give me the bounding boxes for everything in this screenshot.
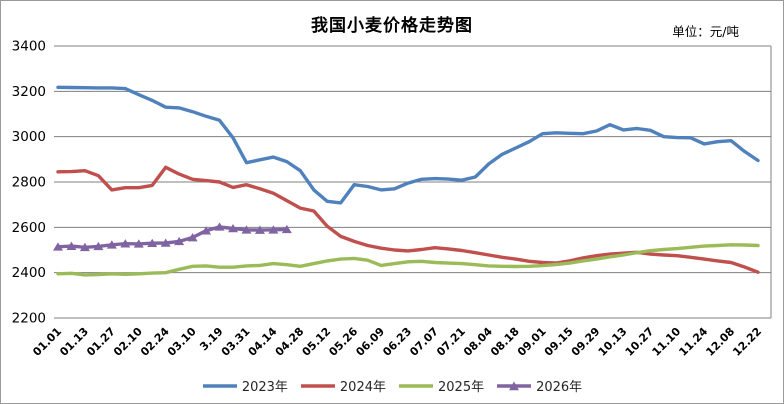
legend-item-2023年: 2023年	[202, 376, 288, 395]
y-axis-tick-label: 2200	[12, 311, 46, 327]
triangle-marker	[268, 225, 279, 234]
triangle-marker	[93, 241, 104, 251]
y-axis-tick-label: 2600	[12, 220, 46, 236]
x-axis-tick-label: 01.13	[57, 325, 91, 359]
legend-label: 2024年	[339, 380, 386, 395]
x-axis-tick-label: 11.24	[676, 325, 710, 359]
x-axis-tick-label: 06.23	[380, 325, 414, 359]
legend-label: 2026年	[536, 380, 583, 395]
x-axis-tick-label: 02.10	[111, 325, 145, 359]
triangle-marker	[106, 240, 117, 249]
x-axis-tick-label: 09.15	[542, 325, 576, 359]
series-line-2026年	[56, 225, 289, 250]
x-axis-tick-label: 06.09	[353, 325, 387, 359]
legend-item-2026年: 2026年	[496, 376, 582, 395]
x-axis-tick-label: 12.22	[730, 325, 764, 359]
series-line-2023年	[56, 85, 760, 205]
legend-label: 2023年	[241, 380, 288, 395]
y-axis-tick-label: 3400	[12, 39, 46, 55]
triangle-marker	[66, 241, 77, 250]
y-axis-tick-label: 3200	[12, 84, 46, 100]
triangle-marker	[133, 239, 144, 248]
legend-swatch	[202, 383, 237, 388]
triangle-marker	[201, 226, 212, 235]
legend-swatch	[497, 381, 532, 390]
x-axis-tick-label: 08.04	[461, 325, 495, 359]
x-axis-tick-label: 09.29	[569, 325, 603, 359]
triangle-marker	[174, 236, 185, 246]
chart-title: 我国小麦价格走势图	[311, 16, 473, 36]
triangle-marker	[254, 225, 265, 234]
legend-swatch	[300, 383, 335, 388]
x-axis-tick-label: 01.27	[84, 325, 118, 359]
x-axis-tick-label: 02.24	[138, 325, 172, 359]
triangle-marker	[241, 225, 252, 234]
x-axis-tick-label: 10.27	[623, 325, 657, 359]
triangle-marker	[187, 233, 198, 242]
y-axis-tick-label: 2400	[12, 265, 46, 281]
chart-legend: 2023年 2024年 2025年 2026年	[1, 376, 783, 395]
x-axis-tick-label: 09.01	[515, 325, 549, 359]
x-axis-tick-label: 03.31	[219, 325, 253, 359]
triangle-marker	[281, 224, 292, 234]
triangle-marker	[53, 242, 63, 251]
x-axis-tick-label: 03.10	[165, 325, 199, 359]
x-axis-tick-label: 08.18	[488, 325, 522, 359]
x-axis-tick-label: 04.28	[273, 325, 307, 359]
x-axis-tick-label: 10.13	[596, 325, 630, 359]
triangle-marker	[79, 242, 90, 252]
unit-label: 单位：元/吨	[672, 24, 739, 39]
y-axis-tick-label: 3000	[12, 129, 46, 145]
y-axis-tick-label: 2800	[12, 175, 46, 191]
x-axis-tick-label: 04.14	[246, 325, 280, 359]
x-axis-tick-label: 07.07	[407, 325, 441, 359]
legend-item-2024年: 2024年	[300, 376, 386, 395]
x-axis-tick-label: 12.08	[703, 325, 737, 359]
x-axis-tick-label: 11.10	[650, 325, 684, 359]
triangle-marker	[147, 238, 158, 247]
x-axis-tick-label: 05.26	[326, 325, 360, 359]
triangle-marker	[214, 222, 225, 231]
x-axis-tick-label: 01.01	[30, 325, 64, 359]
legend-swatch	[399, 383, 433, 388]
legend-label: 2025年	[438, 380, 485, 395]
triangle-marker	[120, 239, 131, 248]
legend-item-2025年: 2025年	[398, 376, 484, 395]
x-axis-tick-label: 07.21	[434, 325, 468, 359]
triangle-marker	[160, 238, 171, 247]
x-axis-tick-label: 05.12	[300, 325, 334, 359]
series-line-2025年	[56, 243, 760, 277]
triangle-marker	[228, 223, 238, 233]
